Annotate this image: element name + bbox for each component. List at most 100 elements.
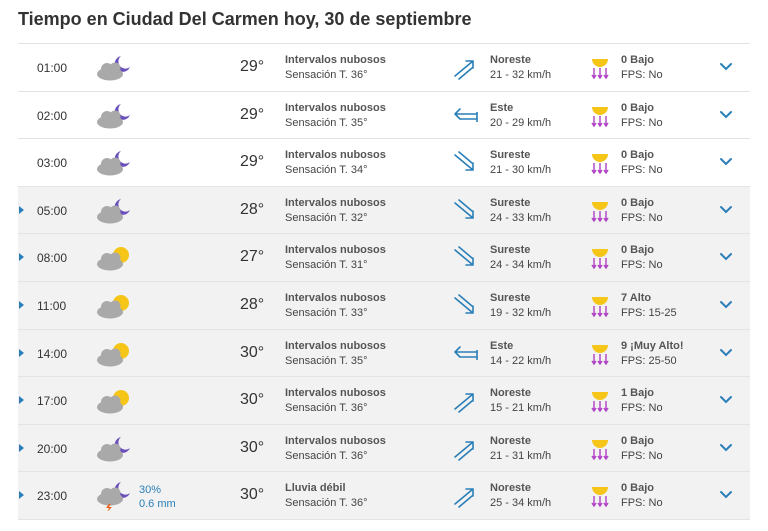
temperature: 30° bbox=[240, 438, 265, 456]
expand-marker-icon[interactable] bbox=[19, 348, 24, 357]
feels-like: Sensación T. 33° bbox=[285, 306, 368, 319]
wind-speed: 20 - 29 km/h bbox=[490, 116, 552, 129]
wind-arrow-icon bbox=[451, 56, 479, 80]
fps: FPS: No bbox=[621, 211, 663, 224]
wind-direction: Noreste bbox=[490, 482, 531, 495]
fps: FPS: No bbox=[621, 402, 663, 415]
forecast-row[interactable]: 23:00 30% 0.6 mm 30° Lluvia débil Sensación T… bbox=[18, 472, 750, 520]
fps: FPS: No bbox=[621, 164, 663, 177]
hour: 08:00 bbox=[37, 251, 68, 266]
uv-index-icon bbox=[589, 482, 611, 510]
temperature: 30° bbox=[240, 343, 265, 361]
forecast-row[interactable]: 08:00 27° Intervalos nubosos Sensación T. 3… bbox=[18, 234, 750, 282]
expand-marker-icon[interactable] bbox=[19, 443, 24, 452]
cloud-moon-icon bbox=[94, 53, 134, 83]
cloud-moon-icon bbox=[94, 101, 134, 131]
forecast-row[interactable]: 03:00 29° Intervalos nubosos Sensación T. 3… bbox=[18, 139, 750, 187]
wind-direction: Noreste bbox=[490, 387, 531, 400]
condition-text: Intervalos nubosos bbox=[285, 244, 386, 257]
fps: FPS: 15-25 bbox=[621, 306, 677, 319]
wind-arrow-icon bbox=[451, 342, 479, 366]
rain-probability: 30% bbox=[139, 484, 162, 497]
conditions: Intervalos nubosos Sensación T. 35° bbox=[285, 101, 386, 131]
condition-text: Intervalos nubosos bbox=[285, 196, 386, 209]
uv-index: 0 Bajo FPS: No bbox=[621, 243, 663, 273]
uv-index: 0 Bajo FPS: No bbox=[621, 101, 663, 131]
wind-arrow-icon bbox=[451, 246, 479, 270]
uv-index-icon bbox=[589, 149, 611, 177]
uv-index: 0 Bajo FPS: No bbox=[621, 481, 663, 511]
expand-marker-icon[interactable] bbox=[19, 491, 24, 500]
cloud-sun-icon bbox=[94, 386, 134, 416]
conditions: Lluvia débil Sensación T. 36° bbox=[285, 481, 367, 511]
cloud-moon-icon bbox=[94, 434, 134, 464]
temperature: 27° bbox=[240, 248, 265, 266]
chevron-down-icon[interactable] bbox=[718, 203, 734, 217]
temperature: 28° bbox=[240, 200, 265, 218]
forecast-row[interactable]: 02:00 29° Intervalos nubosos Sensación T. 3… bbox=[18, 92, 750, 140]
temperature: 28° bbox=[240, 295, 265, 313]
wind-arrow-icon bbox=[451, 151, 479, 175]
chevron-down-icon[interactable] bbox=[718, 393, 734, 407]
uv-index-icon bbox=[589, 435, 611, 463]
uv-index-icon bbox=[589, 387, 611, 415]
wind-direction: Noreste bbox=[490, 54, 531, 66]
feels-like: Sensación T. 34° bbox=[285, 164, 368, 177]
uv-index: 0 Bajo FPS: No bbox=[621, 148, 663, 178]
feels-like: Sensación T. 31° bbox=[285, 259, 368, 272]
hour: 02:00 bbox=[37, 108, 68, 123]
forecast-row[interactable]: 11:00 28° Intervalos nubosos Sensación T. 3… bbox=[18, 281, 750, 330]
expand-marker-icon[interactable] bbox=[19, 396, 24, 405]
cloud-sun-icon bbox=[94, 339, 134, 369]
chevron-down-icon[interactable] bbox=[718, 298, 734, 312]
condition-text: Intervalos nubosos bbox=[285, 434, 386, 447]
chevron-down-icon[interactable] bbox=[718, 108, 734, 122]
uv-level: 0 Bajo bbox=[621, 244, 655, 257]
cloud-sun-icon bbox=[94, 243, 134, 273]
rain-amount: 0.6 mm bbox=[139, 498, 176, 511]
uv-index: 0 Bajo FPS: No bbox=[621, 53, 663, 83]
chevron-down-icon[interactable] bbox=[718, 60, 734, 74]
wind-arrow-icon bbox=[451, 198, 479, 223]
forecast-row[interactable]: 05:00 28° Intervalos nubosos Sensación T. 3… bbox=[18, 186, 750, 235]
conditions: Intervalos nubosos Sensación T. 32° bbox=[285, 196, 386, 226]
condition-text: Intervalos nubosos bbox=[285, 54, 386, 66]
wind-direction: Sureste bbox=[490, 149, 531, 162]
expand-marker-icon[interactable] bbox=[19, 300, 24, 309]
wind: Noreste 15 - 21 km/h bbox=[490, 386, 551, 416]
uv-level: 0 Bajo bbox=[621, 482, 655, 495]
uv-index: 9 ¡Muy Alto! FPS: 25-50 bbox=[621, 339, 684, 369]
forecast-row[interactable]: 01:00 29° Intervalos nubosos Sensación T. 3… bbox=[18, 44, 750, 92]
uv-index: 0 Bajo FPS: No bbox=[621, 434, 663, 464]
condition-text: Intervalos nubosos bbox=[285, 339, 386, 352]
fps: FPS: No bbox=[621, 259, 663, 272]
wind-speed: 25 - 34 km/h bbox=[490, 497, 552, 510]
wind-speed: 21 - 32 km/h bbox=[490, 69, 552, 81]
uv-level: 0 Bajo bbox=[621, 196, 655, 209]
expand-marker-icon[interactable] bbox=[19, 253, 24, 262]
forecast-row[interactable]: 20:00 30° Intervalos nubosos Sensación T. 3… bbox=[18, 424, 750, 473]
chevron-down-icon[interactable] bbox=[718, 488, 734, 502]
uv-index-icon bbox=[589, 340, 611, 368]
hour: 14:00 bbox=[37, 346, 68, 361]
hour: 20:00 bbox=[37, 441, 68, 456]
feels-like: Sensación T. 35° bbox=[285, 354, 368, 367]
wind-speed: 15 - 21 km/h bbox=[490, 402, 552, 415]
chevron-down-icon[interactable] bbox=[718, 441, 734, 455]
hour: 01:00 bbox=[37, 61, 68, 75]
uv-level: 0 Bajo bbox=[621, 149, 655, 162]
chevron-down-icon[interactable] bbox=[718, 155, 734, 169]
chevron-down-icon[interactable] bbox=[718, 346, 734, 360]
cloud-moon-icon bbox=[94, 196, 134, 226]
forecast-row[interactable]: 14:00 30° Intervalos nubosos Sensación T. 3… bbox=[18, 329, 750, 378]
temperature: 29° bbox=[240, 105, 265, 123]
conditions: Intervalos nubosos Sensación T. 31° bbox=[285, 243, 386, 273]
hour: 11:00 bbox=[37, 298, 67, 313]
chevron-down-icon[interactable] bbox=[718, 250, 734, 264]
wind-arrow-icon bbox=[451, 389, 479, 413]
hour: 23:00 bbox=[37, 489, 68, 504]
temperature: 29° bbox=[240, 58, 265, 75]
expand-marker-icon[interactable] bbox=[19, 205, 24, 214]
conditions: Intervalos nubosos Sensación T. 35° bbox=[285, 339, 386, 369]
forecast-row[interactable]: 17:00 30° Intervalos nubosos Sensación T. 3… bbox=[18, 377, 750, 425]
